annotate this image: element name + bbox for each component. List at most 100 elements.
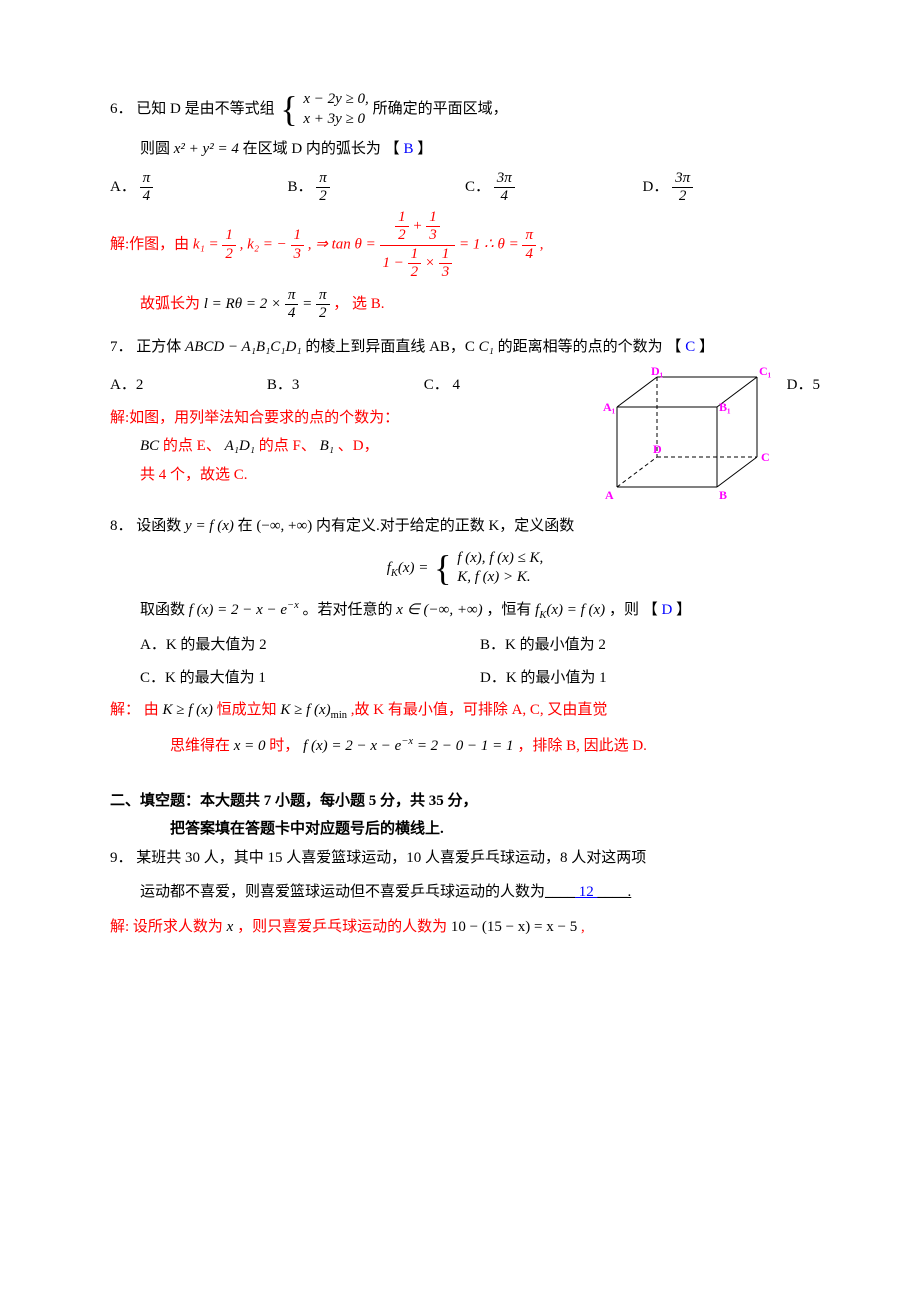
text: x bbox=[227, 919, 234, 935]
plus-icon: + bbox=[412, 218, 426, 234]
q9-answer-blank: 12 bbox=[575, 884, 598, 900]
sup: −x bbox=[401, 736, 413, 747]
text: C₁ bbox=[479, 339, 494, 355]
text: ，排除 B, 因此选 D. bbox=[517, 738, 647, 754]
svg-text:B₁: B₁ bbox=[719, 400, 731, 414]
frac-d: 3 bbox=[439, 264, 453, 281]
frac-n: 1 bbox=[222, 227, 236, 245]
frac-d: 2 bbox=[395, 227, 409, 244]
text: ,故 K 有最小值，可排除 A, C, 又由直觉 bbox=[351, 702, 608, 718]
text: = 2 − 0 − 1 = 1 bbox=[417, 738, 514, 754]
big-frac: 12 + 13 1 − 12 × 13 bbox=[380, 209, 456, 281]
brace-icon: { bbox=[280, 93, 297, 125]
q6-system: x − 2y ≥ 0, x + 3y ≥ 0 bbox=[303, 90, 368, 129]
blank-underline: ____. bbox=[598, 884, 632, 900]
q9-sol: 解: 设所求人数为 x ，则只喜爱乒乓球运动的人数为 10 − (15 − x)… bbox=[110, 913, 820, 942]
q6-choice-a: A． π4 bbox=[110, 170, 288, 206]
question-7: 7． 正方体 ABCD − A₁B₁C₁D₁ 的棱上到异面直线 AB，C C₁ … bbox=[110, 333, 820, 362]
text: 运动都不喜爱，则喜爱篮球运动但不喜爱乒乓球运动的人数为 bbox=[140, 884, 545, 900]
text: K ≥ f (x) bbox=[163, 702, 213, 718]
choice-label: B． bbox=[288, 179, 313, 195]
bracket-l: 【 bbox=[666, 339, 685, 355]
q8-answer-letter: D bbox=[661, 602, 672, 618]
svg-text:C₁: C₁ bbox=[759, 367, 772, 378]
q7-sol3: 共 4 个，故选 C. bbox=[110, 461, 581, 490]
q6-line2-b: 在区域 D 内的弧长为 bbox=[243, 141, 381, 157]
q6-line2: 则圆 x² + y² = 4 在区域 D 内的弧长为 【 B 】 bbox=[110, 135, 820, 164]
text: 正方体 bbox=[136, 339, 185, 355]
section-2-title: 二、填空题：本大题共 7 小题，每小题 5 分，共 35 分， bbox=[110, 787, 820, 816]
q8-sol1: 解： 由 K ≥ f (x) 恒成立知 K ≥ f (x)min ,故 K 有最… bbox=[110, 696, 820, 726]
q6-choice-d: D． 3π2 bbox=[643, 170, 821, 206]
q6-stem-a: 已知 D 是由不等式组 bbox=[136, 101, 278, 117]
q8-choices-row2: C．K 的最大值为 1 D．K 的最小值为 1 bbox=[110, 664, 820, 693]
choice-label: A． bbox=[110, 179, 136, 195]
frac-d: 2 bbox=[316, 305, 330, 322]
text: k₁ = bbox=[193, 236, 223, 252]
choice-label: C． bbox=[465, 179, 490, 195]
frac-d: 4 bbox=[522, 246, 536, 263]
case-top: f (x), f (x) ≤ K, bbox=[457, 549, 543, 569]
choice-label: D． bbox=[643, 179, 669, 195]
q8-number: 8． bbox=[110, 518, 133, 534]
frac-n: 3π bbox=[672, 170, 693, 188]
text: 的点 E、 bbox=[163, 438, 221, 454]
q7-choice-c: C． 4 bbox=[424, 371, 581, 400]
bracket-r: 】 bbox=[695, 339, 714, 355]
text: 解: 设所求人数为 bbox=[110, 919, 227, 935]
times-icon: × bbox=[425, 255, 439, 271]
q7-choice-b: B．3 bbox=[267, 371, 424, 400]
blank-underline: ____ bbox=[545, 884, 575, 900]
frac-d: 4 bbox=[494, 188, 515, 205]
q6-choice-b: B． π2 bbox=[288, 170, 466, 206]
svg-text:B: B bbox=[719, 488, 727, 502]
q7-answer-letter: C bbox=[685, 339, 695, 355]
text: A₁D₁ bbox=[225, 438, 255, 454]
text: x ∈ (−∞, +∞) bbox=[396, 602, 482, 618]
svg-text:A: A bbox=[605, 488, 614, 502]
q6-solution-1: 解:作图，由 k₁ = 12 , k₂ = − 13 , ⇒ tan θ = 1… bbox=[110, 209, 820, 281]
text: (x) = bbox=[398, 559, 432, 575]
text: K ≥ f (x) bbox=[280, 702, 330, 718]
q6-line2-a: 则圆 bbox=[140, 141, 174, 157]
text: ，恒有 bbox=[486, 602, 535, 618]
q6-solution-2: 故弧长为 l = Rθ = 2 × π4 = π2 ， 选 B. bbox=[110, 287, 820, 323]
text: f (x) = 2 − x − e bbox=[303, 738, 401, 754]
text: , k₂ = − bbox=[240, 236, 287, 252]
frac-n: π bbox=[522, 227, 536, 245]
q9-number: 9． bbox=[110, 850, 133, 866]
bracket-r: 】 bbox=[413, 141, 432, 157]
text: (x) = f (x) bbox=[546, 602, 605, 618]
frac-d: 3 bbox=[426, 227, 440, 244]
q6-choice-c: C． 3π4 bbox=[465, 170, 643, 206]
svg-text:A₁: A₁ bbox=[603, 400, 616, 414]
frac-n: 1 bbox=[291, 227, 305, 245]
frac-d: 2 bbox=[408, 264, 422, 281]
q8-choices-row1: A．K 的最大值为 2 B．K 的最小值为 2 bbox=[110, 631, 820, 660]
section-2-sub: 把答案填在答题卡中对应题号后的横线上. bbox=[110, 815, 820, 844]
text: ，则 bbox=[609, 602, 639, 618]
cube-label: ABCD − A₁B₁C₁D₁ bbox=[185, 339, 302, 355]
question-6: 6． 已知 D 是由不等式组 { x − 2y ≥ 0, x + 3y ≥ 0 … bbox=[110, 90, 820, 129]
q6-stem-b: 所确定的平面区域， bbox=[373, 101, 508, 117]
q6-sys-bot: x + 3y ≥ 0 bbox=[303, 110, 368, 130]
text: 10 − (15 − x) = x − 5 bbox=[451, 919, 577, 935]
text: 的棱上到异面直线 AB，C bbox=[305, 339, 475, 355]
q6-sys-top: x − 2y ≥ 0, bbox=[303, 90, 368, 110]
question-9: 9． 某班共 30 人，其中 15 人喜爱篮球运动，10 人喜爱乒乓球运动，8 … bbox=[110, 844, 820, 873]
frac-n: π bbox=[316, 287, 330, 305]
piecewise: f (x), f (x) ≤ K, K, f (x) > K. bbox=[457, 549, 543, 588]
frac-d: 2 bbox=[672, 188, 693, 205]
text: 取函数 bbox=[140, 602, 189, 618]
q8-line2: 取函数 f (x) = 2 − x − e−x 。若对任意的 x ∈ (−∞, … bbox=[110, 596, 820, 626]
frac-n: 1 bbox=[439, 246, 453, 264]
text: 思维得在 bbox=[170, 738, 234, 754]
bracket-r: 】 bbox=[672, 602, 691, 618]
q7-choices: A．2 B．3 C． 4 bbox=[110, 371, 581, 400]
text: (−∞, +∞) bbox=[256, 518, 312, 534]
q6-number: 6． bbox=[110, 101, 133, 117]
text: 设函数 bbox=[136, 518, 185, 534]
q6-answer-letter: B bbox=[403, 141, 413, 157]
text: 在 bbox=[238, 518, 257, 534]
text: 恒成立知 bbox=[217, 702, 281, 718]
